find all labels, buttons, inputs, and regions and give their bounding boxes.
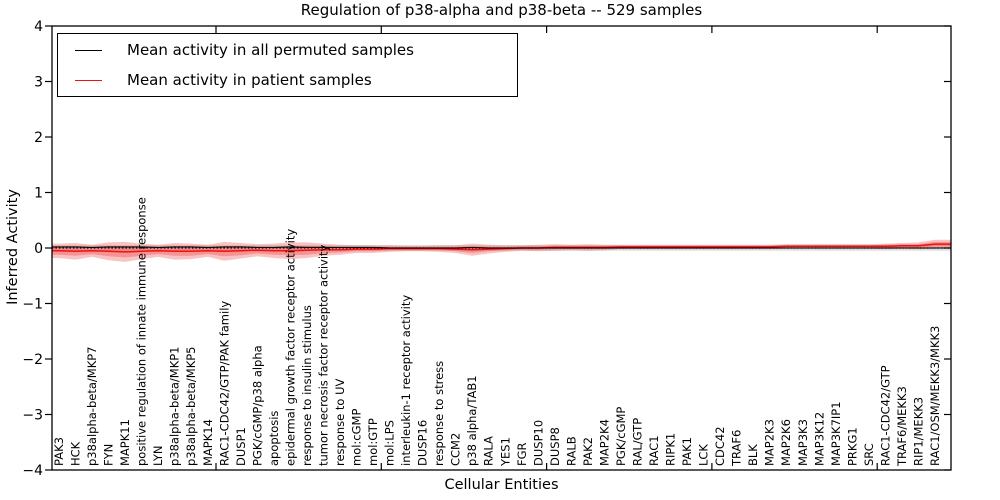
- x-tick-label: p38alpha-beta/MKP5: [184, 347, 198, 466]
- x-axis-label: Cellular Entities: [444, 477, 559, 493]
- legend-row-patient: Mean activity in patient samples: [58, 66, 517, 94]
- x-tick-label: SRC: [862, 443, 876, 466]
- y-tick-label: 1: [34, 186, 43, 202]
- x-tick-label: tumor necrosis factor receptor activity: [317, 244, 331, 466]
- x-tick-label: MAP2K3: [763, 419, 777, 466]
- x-tick-label: MAP3K12: [812, 412, 826, 466]
- x-tick-label: response to UV: [333, 378, 347, 466]
- legend-line-patient-icon: [75, 79, 102, 81]
- x-tick-label: TRAF6: [730, 430, 744, 467]
- x-tick-label: RAC1-CDC42/GTP: [878, 365, 892, 466]
- patient-samples-outer-band: [52, 239, 951, 262]
- x-tick-label: positive regulation of innate immune res…: [135, 197, 149, 466]
- x-tick-label: RAC1/OSM/MEKK3/MKK3: [928, 326, 942, 466]
- x-tick-label: RAL/GTP: [631, 418, 645, 466]
- x-tick-label: MAPK14: [201, 419, 215, 466]
- x-tick-label: LYN: [151, 445, 165, 466]
- x-tick-label: RALB: [564, 436, 578, 466]
- x-tick-label: epidermal growth factor receptor activit…: [283, 229, 297, 466]
- x-tick-label: MAP2K4: [597, 419, 611, 466]
- legend: Mean activity in all permuted samples Me…: [57, 33, 518, 97]
- x-tick-label: DUSP10: [531, 420, 545, 466]
- y-tick-label: 4: [34, 19, 43, 35]
- x-tick-label: interleukin-1 receptor activity: [399, 295, 413, 466]
- x-tick-label: LCK: [697, 444, 711, 466]
- x-tick-label: RALA: [482, 436, 496, 466]
- legend-line-permuted-icon: [75, 49, 102, 51]
- x-tick-label: RAC1-CDC42/GTP/PAK family: [217, 301, 231, 466]
- x-tick-label: apoptosis: [267, 411, 281, 466]
- y-tick-label: −1: [22, 297, 43, 313]
- x-tick-label: PAK3: [52, 437, 66, 466]
- x-tick-label: YES1: [498, 437, 512, 467]
- x-tick-label: PGK/cGMP: [614, 407, 628, 466]
- x-tick-label: p38 alpha/TAB1: [465, 375, 479, 466]
- x-tick-label: HCK: [69, 441, 83, 466]
- x-tick-label: response to stress: [432, 361, 446, 466]
- x-tick-label: MAP2K6: [779, 419, 793, 466]
- x-tick-label: CCM2: [449, 433, 463, 466]
- x-tick-label: mol:LPS: [383, 420, 397, 466]
- x-tick-label: PRKG1: [845, 427, 859, 466]
- patient-mean-line: [52, 243, 951, 253]
- x-tick-label: FYN: [102, 444, 116, 466]
- x-tick-label: PAK2: [581, 437, 595, 466]
- y-tick-label: 0: [34, 241, 43, 257]
- x-tick-label: p38alpha-beta/MKP7: [85, 347, 99, 466]
- x-tick-label: PGK/cGMP/p38 alpha: [250, 345, 264, 466]
- x-tick-label: PAK1: [680, 437, 694, 466]
- x-tick-label: RIPK1: [664, 433, 678, 466]
- y-tick-label: −2: [22, 352, 43, 368]
- x-tick-label: RAC1: [647, 435, 661, 466]
- x-tick-label: TRAF6/MEKK3: [895, 386, 909, 467]
- x-tick-label: mol:GTP: [366, 418, 380, 466]
- x-tick-label: response to insulin stimulus: [300, 305, 314, 466]
- y-tick-label: −4: [22, 463, 43, 479]
- y-axis-label: Inferred Activity: [5, 189, 21, 305]
- legend-label-permuted: Mean activity in all permuted samples: [127, 41, 414, 59]
- y-tick-label: −3: [22, 408, 43, 424]
- x-tick-label: DUSP8: [548, 427, 562, 466]
- legend-label-patient: Mean activity in patient samples: [127, 71, 372, 89]
- x-tick-label: MAP3K3: [796, 419, 810, 466]
- x-tick-label: mol:cGMP: [350, 409, 364, 466]
- x-tick-label: DUSP1: [234, 427, 248, 466]
- x-tick-label: DUSP16: [416, 420, 430, 466]
- x-tick-label: BLK: [746, 444, 760, 466]
- chart-title: Regulation of p38-alpha and p38-beta -- …: [300, 1, 703, 19]
- x-tick-label: CDC42: [713, 426, 727, 466]
- y-tick-label: 2: [34, 130, 43, 146]
- patient-samples-inner-band: [52, 241, 951, 258]
- x-tick-label: FGR: [515, 442, 529, 466]
- x-tick-label: p38alpha-beta/MKP1: [168, 347, 182, 466]
- x-tick-label: RIP1/MEKK3: [912, 397, 926, 466]
- y-tick-label: 3: [34, 75, 43, 91]
- legend-row-permuted: Mean activity in all permuted samples: [58, 36, 517, 64]
- x-tick-label: MAP3K7IP1: [829, 401, 843, 466]
- x-tick-label: MAPK11: [118, 419, 132, 466]
